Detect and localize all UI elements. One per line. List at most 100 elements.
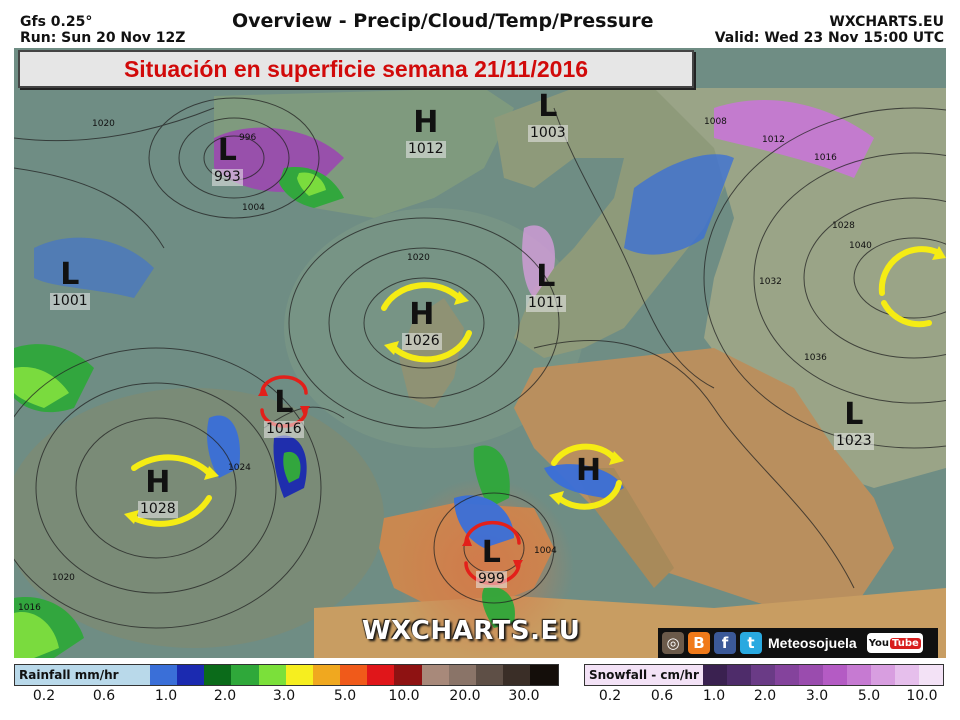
precip-bands xyxy=(14,99,874,658)
model-name: Gfs 0.25° xyxy=(20,14,93,30)
model-info: Gfs 0.25° Run: Sun 20 Nov 12Z xyxy=(20,14,185,46)
legend-swatch xyxy=(367,665,395,685)
rainfall-tick: 20.0 xyxy=(449,688,481,704)
isobar-label: 1020 xyxy=(92,119,115,129)
legend-swatch xyxy=(726,665,751,685)
instagram-icon[interactable]: ◎ xyxy=(662,632,684,654)
isobar-label: 1036 xyxy=(804,353,827,363)
chart-title: Overview - Precip/Cloud/Temp/Pressure xyxy=(232,10,654,32)
land-russia xyxy=(654,88,946,488)
legend-swatch xyxy=(394,665,422,685)
snowfall-tick: 5.0 xyxy=(857,688,881,704)
legend-swatch xyxy=(846,665,871,685)
low-pressure-center: L 1003 xyxy=(528,89,568,142)
low-pressure-center: L 993 xyxy=(212,133,243,186)
legend-swatch xyxy=(870,665,895,685)
arrow-russia-top xyxy=(878,246,942,296)
blogger-icon[interactable]: B xyxy=(688,632,710,654)
snowfall-legend-title: Snowfall - cm/hr xyxy=(585,665,703,685)
snowfall-color-bar: Snowfall - cm/hr xyxy=(584,664,944,686)
snowfall-legend: Snowfall - cm/hr 0.2 0.6 1.0 2.0 3.0 5.0… xyxy=(584,660,944,720)
snowfall-tick: 3.0 xyxy=(805,688,829,704)
rainfall-legend-title: Rainfall mm/hr xyxy=(15,665,123,685)
isobar-label: 1008 xyxy=(704,117,727,127)
social-bar: ◎ B f t Meteosojuela You Tube xyxy=(658,628,938,658)
low-pressure-center: L 1023 xyxy=(834,397,874,450)
legend-swatch xyxy=(312,665,341,685)
low-pressure-center: L 1011 xyxy=(526,259,566,312)
run-time: Run: Sun 20 Nov 12Z xyxy=(20,30,186,46)
legend-swatch xyxy=(340,665,368,685)
isobar-label: 1020 xyxy=(407,253,430,263)
isobar-label: 1032 xyxy=(759,277,782,287)
rainfall-tick: 2.0 xyxy=(213,688,237,704)
cyclone-arrowheads xyxy=(258,386,523,570)
arrow-azores-bottom xyxy=(131,495,212,527)
chart-header: Gfs 0.25° Run: Sun 20 Nov 12Z Overview -… xyxy=(0,0,960,48)
land-british-isles xyxy=(399,298,464,408)
weather-map: 1020 996 1004 1008 1012 1016 1028 1032 1… xyxy=(14,48,946,658)
rainfall-legend: Rainfall mm/hr 0.2 0.6 1.0 2.0 3.0 5.0 1… xyxy=(14,660,559,720)
arrow-iberia-low-top xyxy=(464,520,521,545)
isobar-labels: 1020 996 1004 1008 1012 1016 1028 1032 1… xyxy=(18,117,872,613)
isobar-label: 1016 xyxy=(814,153,837,163)
legend-swatch xyxy=(258,665,286,685)
high-pressure-center: H 1028 xyxy=(138,465,178,518)
low-pressure-center: L 999 xyxy=(476,535,507,588)
rainfall-tick: 30.0 xyxy=(508,688,540,704)
isobar-label: 1012 xyxy=(762,135,785,145)
legend-swatch xyxy=(448,665,477,685)
land-central-europe xyxy=(514,348,894,608)
watermark: WXCHARTS.EU xyxy=(362,616,581,646)
arrow-med-top xyxy=(551,443,617,466)
rainfall-tick: 10.0 xyxy=(388,688,420,704)
arrow-uk-bottom xyxy=(391,330,472,363)
legend-swatch xyxy=(530,665,558,685)
twitter-icon[interactable]: t xyxy=(740,632,762,654)
legend-swatch xyxy=(204,665,232,685)
legend-swatch xyxy=(822,665,847,685)
anticyclone-arrows xyxy=(131,246,942,527)
legend-swatch xyxy=(918,665,943,685)
banner-text: Situación en superficie semana 21/11/201… xyxy=(123,56,589,82)
facebook-icon[interactable]: f xyxy=(714,632,736,654)
social-brand[interactable]: Meteosojuela xyxy=(768,635,857,651)
rainfall-color-bar: Rainfall mm/hr xyxy=(14,664,559,686)
high-pressure-center: H 1012 xyxy=(406,105,446,158)
low-pressure-center: L 1001 xyxy=(50,257,90,310)
rainfall-tick: 0.6 xyxy=(92,688,116,704)
isobar-label: 1016 xyxy=(18,603,41,613)
legend-swatch xyxy=(750,665,775,685)
rainfall-tick: 0.2 xyxy=(32,688,56,704)
legend-swatch xyxy=(285,665,313,685)
valid-time: Valid: Wed 23 Nov 15:00 UTC xyxy=(714,30,944,46)
legend-swatch xyxy=(176,665,205,685)
rainfall-tick: 1.0 xyxy=(154,688,178,704)
low-pressure-center: L 1016 xyxy=(264,385,304,438)
arrow-med-bottom xyxy=(556,480,622,510)
legend-swatch xyxy=(894,665,919,685)
isobar-label: 996 xyxy=(239,133,256,143)
isobar-label: 1020 xyxy=(52,573,75,583)
youtube-icon[interactable]: You Tube xyxy=(866,633,923,653)
legend-swatch xyxy=(476,665,504,685)
isobar-label: 1028 xyxy=(832,221,855,231)
legend-swatch xyxy=(149,665,177,685)
snowfall-tick: 1.0 xyxy=(702,688,726,704)
isobar-label: 1004 xyxy=(242,203,265,213)
land-scandinavia xyxy=(494,78,734,358)
legend-swatch xyxy=(774,665,799,685)
arrow-azores-top xyxy=(131,454,212,476)
legend-swatch xyxy=(231,665,259,685)
snowfall-tick: 0.2 xyxy=(598,688,622,704)
legend-swatch xyxy=(798,665,823,685)
snowfall-tick: 10.0 xyxy=(906,688,938,704)
high-pressure-center: H xyxy=(576,453,602,488)
isobar-label: 1004 xyxy=(534,546,557,556)
legend-swatch xyxy=(421,665,449,685)
map-canvas: 1020 996 1004 1008 1012 1016 1028 1032 1… xyxy=(14,48,946,658)
isobar-label: 1040 xyxy=(849,241,872,251)
legend-swatch xyxy=(702,665,727,685)
site-name: WXCHARTS.EU xyxy=(829,14,944,30)
land-italy xyxy=(574,468,674,588)
